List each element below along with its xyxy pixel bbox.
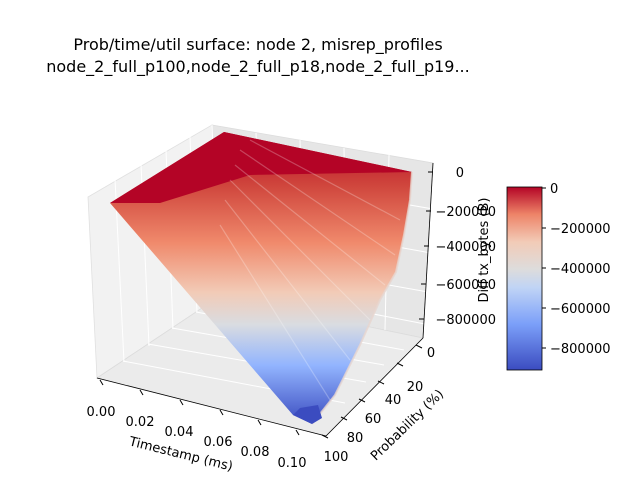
colorbar: 0 −200000 −400000 −600000 −800000 [506,182,611,371]
colorbar-tick-label: −800000 [550,342,611,357]
x-tick-label: 0.00 [87,405,116,420]
colorbar-tick-label: −600000 [550,302,611,317]
x-tick-label: 0.06 [204,435,233,450]
surface [110,132,413,425]
z-tick-label: −600000 [435,278,496,293]
x-tick-label: 0.04 [165,425,194,440]
chart-title-line1: Prob/time/util surface: node 2, misrep_p… [73,35,442,55]
surface-deepest-corner [293,405,322,424]
z-axis-label: Diff tx_bytes (B) [477,197,492,302]
z-tick-label: −400000 [435,240,496,255]
x-tick-label: 0.08 [241,445,270,460]
y-tick-label: 60 [365,412,382,427]
z-tick-label: −200000 [435,205,496,220]
colorbar-tick-label: −400000 [550,262,611,277]
z-tick-label: −800000 [435,313,496,328]
colorbar-gradient [506,186,543,371]
x-tick-label: 0.10 [278,456,307,471]
z-tick-label: 0 [456,166,464,181]
surface-body [110,132,412,424]
x-tick-label: 0.02 [126,415,155,430]
chart-title-line2: node_2_full_p100,node_2_full_p18,node_2_… [46,57,469,77]
surface-top-plateau [110,132,412,203]
y-tick-label: 100 [324,450,349,465]
y-axis-line [325,337,424,437]
colorbar-tick-label: −200000 [550,222,611,237]
y-tick-label: 80 [347,431,364,446]
z-axis-line [422,162,434,339]
y-tick-label: 20 [407,380,424,395]
z-axis-ticks: 0 −200000 −400000 −600000 −800000 Diff t… [419,166,496,328]
colorbar-tick-label: 0 [550,182,558,197]
x-axis-line [96,377,327,437]
y-tick-label: 0 [427,346,435,361]
y-tick-label: 40 [385,393,402,408]
